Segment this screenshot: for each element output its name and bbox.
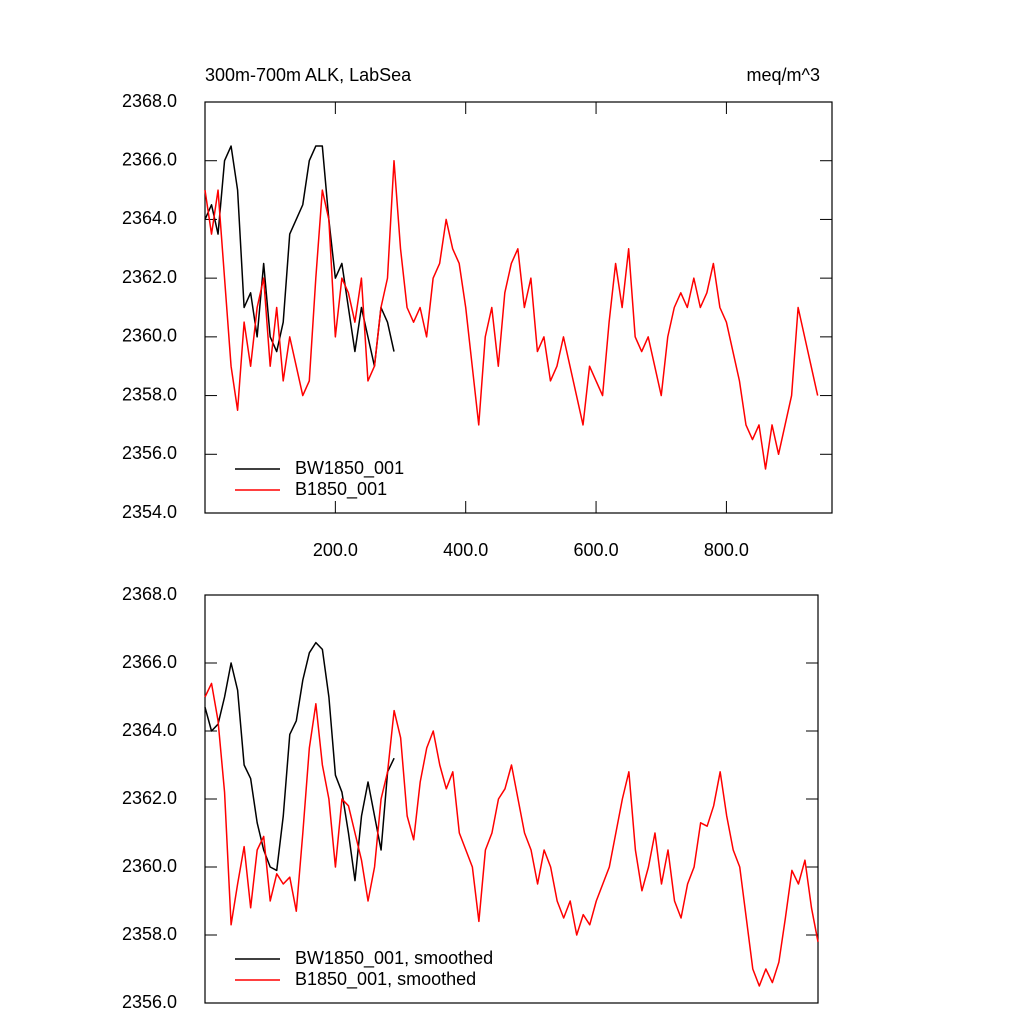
y-tick-label: 2368.0 — [122, 584, 177, 604]
series-line — [204, 159, 819, 470]
x-tick-label: 800.0 — [704, 540, 749, 560]
y-tick-label: 2358.0 — [122, 924, 177, 944]
y-tick-label: 2362.0 — [122, 267, 177, 287]
y-tick-label: 2364.0 — [122, 208, 177, 228]
legend-label: B1850_001, smoothed — [295, 969, 476, 990]
y-tick-label: 2364.0 — [122, 720, 177, 740]
series-line — [204, 641, 395, 882]
plot-frame — [204, 101, 833, 514]
y-tick-label: 2360.0 — [122, 856, 177, 876]
series-line — [204, 682, 819, 987]
y-tick-label: 2366.0 — [122, 149, 177, 169]
y-tick-label: 2360.0 — [122, 326, 177, 346]
y-tick-label: 2354.0 — [122, 502, 177, 522]
y-tick-label: 2368.0 — [122, 91, 177, 111]
y-tick-label: 2366.0 — [122, 652, 177, 672]
y-tick-label: 2356.0 — [122, 443, 177, 463]
units-label: meq/m^3 — [747, 65, 820, 85]
legend-label: B1850_001 — [295, 479, 387, 500]
y-tick-label: 2362.0 — [122, 788, 177, 808]
x-tick-label: 200.0 — [313, 540, 358, 560]
plot-frame — [204, 594, 819, 1004]
series-line — [204, 145, 395, 367]
chart-title: 300m-700m ALK, LabSea — [205, 65, 412, 85]
legend-label: BW1850_001, smoothed — [295, 948, 493, 969]
x-tick-label: 400.0 — [443, 540, 488, 560]
y-tick-label: 2358.0 — [122, 384, 177, 404]
y-tick-label: 2356.0 — [122, 992, 177, 1012]
legend-label: BW1850_001 — [295, 458, 404, 479]
x-tick-label: 600.0 — [574, 540, 619, 560]
